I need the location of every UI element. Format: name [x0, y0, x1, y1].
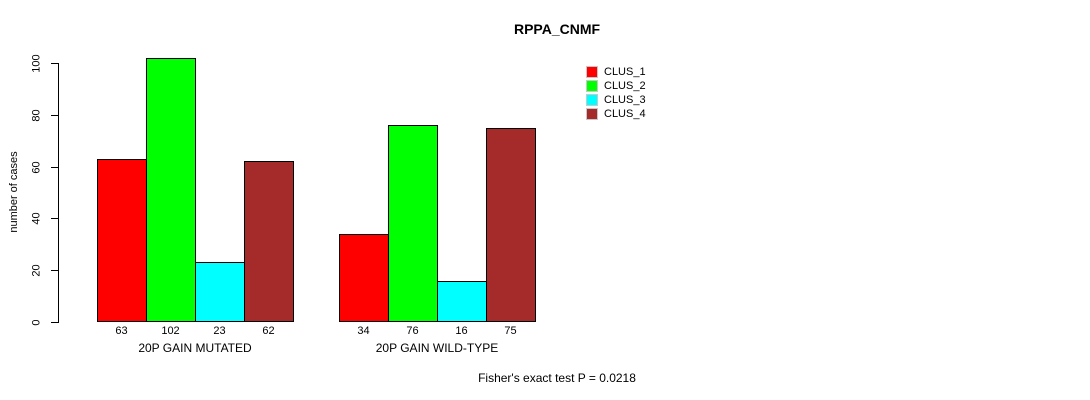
bar-clus_1-group1 — [97, 159, 147, 322]
x-group-label: 20P GAIN MUTATED — [138, 341, 252, 355]
legend: CLUS_1 CLUS_2 CLUS_3 CLUS_4 — [586, 65, 646, 121]
y-tick-mark — [51, 322, 58, 323]
bar-clus_4-group2 — [486, 128, 536, 322]
legend-label: CLUS_4 — [604, 108, 646, 120]
y-tick-mark — [51, 63, 58, 64]
bar-value-label: 76 — [406, 325, 419, 337]
legend-swatch-icon — [586, 94, 598, 106]
y-axis-line — [58, 63, 59, 323]
bar-clus_3-group2 — [437, 281, 487, 322]
y-tick-label: 60 — [30, 161, 42, 174]
fisher-test-annotation: Fisher's exact test P = 0.0218 — [478, 371, 636, 385]
y-axis-label: number of cases — [8, 151, 20, 233]
legend-label: CLUS_1 — [604, 66, 646, 78]
legend-label: CLUS_2 — [604, 80, 646, 92]
y-tick-mark — [51, 167, 58, 168]
legend-swatch-icon — [586, 66, 598, 78]
legend-label: CLUS_3 — [604, 94, 646, 106]
bar-clus_2-group2 — [388, 125, 438, 322]
bar-value-label: 63 — [115, 325, 128, 337]
y-tick-mark — [51, 218, 58, 219]
legend-item-clus_1: CLUS_1 — [586, 65, 646, 79]
y-tick-label: 0 — [30, 319, 42, 326]
y-tick-mark — [51, 270, 58, 271]
bar-clus_1-group2 — [339, 234, 389, 322]
bar-clus_3-group1 — [195, 262, 245, 322]
bar-value-label: 23 — [213, 325, 226, 337]
chart-title: RPPA_CNMF — [513, 21, 601, 37]
legend-swatch-icon — [586, 108, 598, 120]
legend-swatch-icon — [586, 80, 598, 92]
legend-item-clus_3: CLUS_3 — [586, 93, 646, 107]
legend-item-clus_4: CLUS_4 — [586, 107, 646, 121]
y-tick-label: 40 — [30, 212, 42, 225]
bar-value-label: 16 — [455, 325, 468, 337]
bar-value-label: 102 — [161, 325, 180, 337]
legend-item-clus_2: CLUS_2 — [586, 79, 646, 93]
bar-value-label: 62 — [262, 325, 275, 337]
y-tick-label: 20 — [30, 264, 42, 277]
x-group-label: 20P GAIN WILD-TYPE — [375, 341, 499, 355]
bar-value-label: 34 — [357, 325, 370, 337]
y-tick-mark — [51, 115, 58, 116]
bar-clus_4-group1 — [244, 161, 294, 322]
bar-clus_2-group1 — [146, 58, 196, 322]
y-tick-label: 100 — [30, 54, 42, 73]
y-tick-label: 80 — [30, 109, 42, 122]
bar-value-label: 75 — [504, 325, 517, 337]
